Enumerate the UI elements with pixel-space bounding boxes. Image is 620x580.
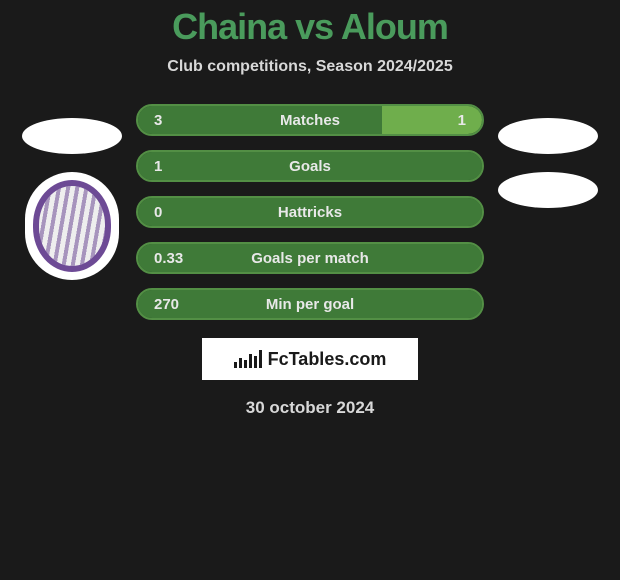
stat-label: Min per goal	[138, 296, 482, 313]
stat-row-hattricks: 0 Hattricks	[136, 196, 484, 228]
right-club-badge-placeholder	[498, 172, 598, 208]
brand-link[interactable]: FcTables.com	[202, 338, 418, 380]
right-player-photo-placeholder	[498, 118, 598, 154]
footer-date: 30 october 2024	[246, 398, 375, 418]
comparison-area: 3 Matches 1 1 Goals 0 Hattricks	[0, 104, 620, 320]
page-subtitle: Club competitions, Season 2024/2025	[167, 58, 452, 76]
stat-label: Goals per match	[138, 250, 482, 267]
bar-chart-icon	[234, 350, 262, 368]
stat-label: Matches	[138, 112, 482, 129]
stat-right-value: 1	[458, 112, 466, 129]
stat-label: Hattricks	[138, 204, 482, 221]
stats-column: 3 Matches 1 1 Goals 0 Hattricks	[136, 104, 484, 320]
stat-label: Goals	[138, 158, 482, 175]
right-player-column	[498, 104, 598, 208]
club-crest-icon	[33, 180, 111, 272]
stat-row-goals: 1 Goals	[136, 150, 484, 182]
page-title: Chaina vs Aloum	[172, 6, 448, 48]
left-club-badge	[25, 172, 119, 280]
page-container: Chaina vs Aloum Club competitions, Seaso…	[0, 0, 620, 418]
stat-row-matches: 3 Matches 1	[136, 104, 484, 136]
stat-row-goals-per-match: 0.33 Goals per match	[136, 242, 484, 274]
left-player-column	[22, 104, 122, 280]
stat-row-min-per-goal: 270 Min per goal	[136, 288, 484, 320]
brand-text: FcTables.com	[268, 349, 387, 370]
left-player-photo-placeholder	[22, 118, 122, 154]
